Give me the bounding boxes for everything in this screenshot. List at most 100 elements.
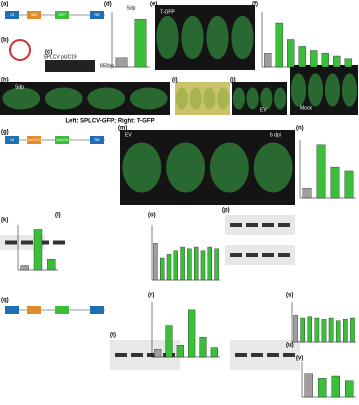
panel-label: (f): [252, 2, 258, 8]
bar: [298, 46, 306, 68]
panel-label: (p): [222, 208, 230, 214]
leaf: [217, 87, 230, 110]
bar: [153, 243, 158, 281]
bar: [180, 246, 185, 281]
construct-label: LB: [10, 13, 15, 17]
construct-box: [27, 136, 41, 144]
photo-label: EV: [260, 107, 267, 113]
blot-band: [246, 253, 258, 257]
leaf: [181, 15, 204, 60]
panel-label: (u): [286, 343, 294, 349]
bar: [160, 257, 165, 281]
leaf: [274, 87, 287, 110]
bar: [314, 317, 320, 343]
bar: [300, 317, 305, 343]
construct-box: [27, 306, 41, 314]
panel-label: (d): [104, 2, 112, 8]
chart-title: Sdp: [127, 5, 136, 11]
leaf: [44, 87, 83, 110]
bar: [134, 19, 147, 68]
panel-label: (t): [110, 333, 116, 339]
bar: [333, 55, 341, 68]
construct-label: LB: [10, 138, 15, 142]
leaf: [290, 73, 307, 107]
panel-label: (h): [1, 78, 9, 84]
photo-label: Sdp: [15, 84, 24, 90]
blot-band: [115, 353, 127, 357]
panel-label: (c): [45, 50, 52, 56]
bar: [33, 229, 43, 271]
leaf: [307, 73, 324, 107]
bar: [200, 250, 206, 281]
bar: [343, 319, 348, 343]
bar: [344, 58, 352, 68]
leaf: [209, 142, 249, 193]
bar: [330, 166, 340, 199]
bar: [176, 345, 184, 358]
construct-label: GFP: [58, 13, 66, 17]
bar: [350, 317, 355, 343]
photo-label: Mock: [300, 105, 312, 111]
bar: [275, 22, 283, 68]
panel-label: (n): [296, 126, 304, 132]
photo-label: T-GFP: [160, 9, 175, 15]
construct-box: [90, 11, 104, 19]
blot-band: [262, 253, 274, 257]
bar: [207, 246, 212, 281]
construct-label: CmYLCV: [27, 138, 42, 142]
bar: [154, 348, 162, 358]
leaf: [156, 15, 179, 60]
bar: [344, 170, 354, 199]
blot-band: [131, 353, 143, 357]
photo: [225, 215, 295, 235]
blot-band: [267, 353, 279, 357]
bar: [331, 375, 340, 398]
bar: [173, 250, 178, 281]
panel-label: (b): [1, 38, 9, 44]
leaf: [87, 87, 126, 110]
panel-label: (i): [172, 78, 178, 84]
bar: [321, 53, 329, 68]
bar: [304, 373, 313, 398]
bar: [302, 188, 312, 199]
caption: Left: SPLCV-GFP; Right: T-GFP: [66, 119, 155, 125]
bar: [199, 337, 207, 358]
gel-label: SPLCV pUC19: [43, 54, 77, 60]
construct-box: [55, 136, 69, 144]
leaf: [166, 142, 206, 193]
bar: [335, 320, 341, 343]
blot-band: [230, 253, 242, 257]
construct-label: RB: [95, 138, 101, 142]
bar: [328, 317, 334, 343]
photo-label: EV: [125, 132, 132, 138]
blot-band: [251, 353, 263, 357]
panel-label: (o): [148, 213, 156, 219]
construct-box: [90, 306, 104, 314]
bar: [20, 265, 29, 271]
plasmid: [9, 39, 31, 61]
leaf: [2, 87, 41, 110]
leaf: [129, 87, 168, 110]
blot-band: [53, 240, 65, 245]
blot-band: [235, 353, 247, 357]
construct-box: [27, 11, 41, 19]
photo-label: 6 dpi: [270, 132, 281, 138]
panel-label: (e): [150, 2, 157, 8]
bar: [187, 248, 192, 281]
leaf: [189, 87, 202, 110]
leaf: [175, 87, 188, 110]
bar: [194, 246, 199, 281]
photo: [225, 245, 295, 265]
construct-box: [5, 136, 19, 144]
panel-label: (v): [296, 356, 303, 362]
panel-label: (a): [1, 2, 8, 8]
bar: [210, 347, 218, 358]
leaf: [246, 87, 259, 110]
construct-label: Cas12a: [56, 138, 68, 142]
panel-label: (m): [118, 126, 127, 132]
bar: [287, 39, 295, 68]
blot-band: [278, 253, 290, 257]
blot-band: [147, 353, 159, 357]
blot-band: [278, 223, 290, 227]
bar: [293, 315, 298, 343]
